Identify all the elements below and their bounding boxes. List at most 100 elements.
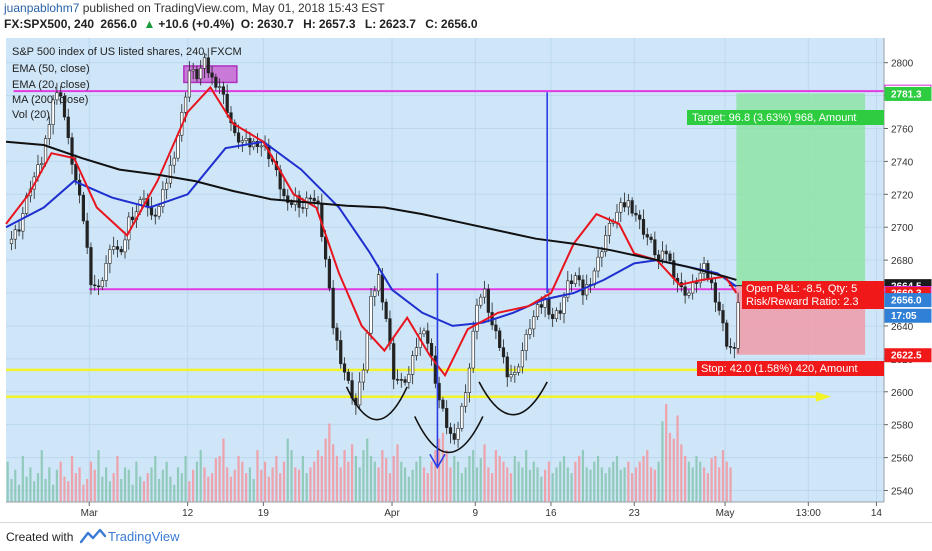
candle-body [403, 379, 407, 383]
volume-bar [460, 473, 463, 502]
candle-body [569, 280, 574, 284]
candle-body [62, 95, 67, 118]
tradingview-logo-icon[interactable] [80, 528, 106, 544]
down-arrow-icon [429, 453, 446, 470]
volume-bar [59, 461, 62, 502]
volume-bar [339, 467, 342, 502]
legend-ema20[interactable]: EMA (20, close) [12, 79, 90, 91]
volume-bar [729, 467, 732, 502]
volume-bar [649, 467, 653, 502]
candle-body [248, 138, 252, 148]
candle-body [233, 122, 237, 134]
tradingview-brand[interactable]: TradingView [108, 529, 180, 544]
volume-bar [67, 481, 70, 502]
volume-bar [506, 467, 509, 502]
price-tag [884, 293, 932, 308]
close-label: C: [425, 17, 438, 31]
stop-label: Stop: 42.0 (1.58%) 420, Amount [697, 361, 884, 376]
volume-bar [286, 438, 289, 502]
candle-body [429, 343, 434, 357]
candle-body [399, 379, 403, 381]
candle-body [694, 282, 699, 284]
chart-svg[interactable]: 2540256025802600262026402660268027002720… [0, 35, 932, 519]
volume-bar [70, 455, 74, 502]
candle-body [414, 347, 419, 356]
candle-body [183, 96, 188, 113]
volume-bar [631, 473, 634, 502]
volume-bar [150, 467, 153, 502]
candle-body [732, 347, 736, 349]
volume-bar [593, 461, 596, 502]
candle-body [115, 246, 120, 250]
volume-bar [468, 455, 471, 502]
volume-bar [108, 481, 111, 502]
volume-bar [502, 461, 505, 502]
candle-body [40, 163, 44, 165]
candle-body [373, 290, 377, 297]
candle-body [289, 202, 294, 205]
candle-body [358, 381, 362, 406]
ohlc-line: FX:SPX500, 240 2656.0 ▲ +10.6 (+0.4%) O: 2… [4, 17, 484, 32]
volume-bar [449, 467, 452, 502]
candle-body [392, 343, 396, 380]
candle-body [657, 254, 661, 260]
price-tag-label: 2781.3 [891, 89, 922, 100]
volume-bar [521, 467, 524, 502]
volume-bar [173, 484, 176, 502]
legend-ema50[interactable]: EMA (50, close) [12, 63, 90, 75]
legend-vol[interactable]: Vol (20) [12, 109, 50, 121]
target-zone [736, 93, 866, 286]
candle-body [736, 302, 740, 349]
volume-bar [604, 473, 607, 502]
chart-area[interactable]: 2540256025802600262026402660268027002720… [0, 35, 932, 519]
volume-bar [222, 438, 225, 502]
candle-body [78, 179, 82, 196]
time-axis[interactable]: Mar 12 19 Apr 9 16 23 May 13:00 14 [6, 501, 884, 519]
volume-bar [543, 469, 547, 502]
volume-bar [104, 467, 108, 502]
volume-bar [475, 467, 479, 502]
volume-bar [377, 467, 380, 502]
candle-body [376, 274, 381, 292]
volume-bar [29, 467, 32, 502]
volume-bar [55, 469, 58, 502]
volume-bar [441, 432, 445, 502]
volume-bar [256, 450, 259, 502]
candle-body [93, 284, 97, 287]
volume-bar [695, 455, 698, 502]
volume-bar [657, 461, 660, 502]
volume-bar [574, 461, 577, 502]
volume-bar [661, 421, 664, 502]
volume-bar [135, 461, 138, 502]
legend-title: S&P 500 index of US listed shares, 240, … [12, 46, 242, 58]
volume-bar [188, 481, 191, 502]
candle-body [127, 216, 131, 241]
author-link[interactable]: juanpablohm7 [4, 1, 80, 15]
candle-body [89, 247, 93, 286]
volume-bar [350, 444, 354, 502]
price-tick-label: 2700 [891, 223, 914, 234]
candle-body [43, 138, 48, 164]
volume-bar [411, 469, 414, 502]
price-axis[interactable]: 2540256025802600262026402660268027002720… [883, 38, 914, 502]
volume-bar [260, 469, 263, 502]
candle-body [456, 427, 460, 440]
candle-body [513, 372, 517, 375]
candle-body [168, 164, 173, 184]
price-tick-label: 2560 [891, 454, 914, 465]
candle-body [17, 229, 21, 232]
volume-bar [578, 455, 581, 502]
volume-bar [116, 455, 119, 502]
candle-body [81, 194, 85, 222]
volume-bar [551, 473, 554, 502]
candle-body [108, 249, 112, 264]
volume-bar [89, 461, 93, 502]
volume-bar [169, 476, 172, 502]
candle-body [634, 212, 638, 216]
legend-ma200[interactable]: MA (200, close) [12, 94, 88, 106]
candle-body [475, 304, 479, 332]
volume-bar [612, 461, 615, 502]
volume-bar [479, 458, 482, 502]
candle-body [21, 213, 25, 232]
pattern-drawings [345, 92, 548, 470]
